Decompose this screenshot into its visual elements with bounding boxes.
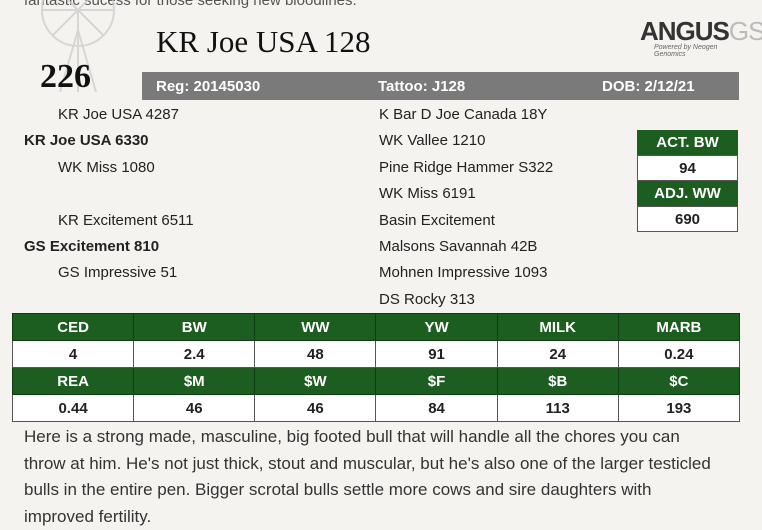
windmill-icon — [41, 0, 115, 92]
pedigree-right-3: Pine Ridge Hammer S322 — [379, 159, 554, 176]
epd-value-row-1: 4 2.4 48 91 24 0.24 — [11, 340, 741, 368]
epd-value: 84 — [375, 394, 498, 422]
pedigree-dam-dam: GS Impressive 51 — [58, 264, 178, 281]
pedigree-sire-sire: KR Joe USA 4287 — [58, 106, 179, 123]
date-of-birth: DOB: 2/12/21 — [602, 78, 695, 95]
logo-brand-main: ANGUS — [640, 16, 730, 46]
epd-header: YW — [375, 313, 498, 341]
epd-header: $F — [375, 367, 498, 395]
epd-value: 46 — [254, 394, 377, 422]
angus-gs-logo: ANGUSGS Powered by Neogen Genomics — [640, 16, 762, 66]
epd-value: 113 — [496, 394, 619, 422]
pedigree-sire-dam: WK Miss 1080 — [58, 159, 155, 176]
tattoo: Tattoo: J128 — [378, 78, 466, 95]
pedigree-right-5: Basin Excitement — [379, 212, 495, 229]
pedigree-right-7: Mohnen Impressive 1093 — [379, 264, 548, 281]
epd-header-row-1: CED BW WW YW MILK MARB — [11, 313, 741, 341]
epd-value: 46 — [133, 394, 256, 422]
epd-header: REA — [11, 367, 135, 395]
pedigree-right-6: Malsons Savannah 42B — [379, 238, 538, 255]
epd-header: $C — [617, 367, 741, 395]
pedigree-dam: GS Excitement 810 — [24, 238, 160, 255]
pedigree-right-8: DS Rocky 313 — [379, 291, 475, 308]
lot-number: 226 — [40, 58, 91, 95]
pedigree-sire: KR Joe USA 6330 — [24, 132, 149, 149]
logo-tagline: Powered by Neogen Genomics — [654, 44, 718, 58]
adj-ww-label: ADJ. WW — [637, 181, 738, 206]
epd-value: 48 — [254, 340, 377, 368]
pedigree-right-4: WK Miss 6191 — [379, 185, 476, 202]
epd-header: MARB — [617, 313, 741, 341]
adj-ww-value: 690 — [637, 206, 738, 232]
bull-name: KR Joe USA 128 — [156, 24, 371, 59]
act-bw-label: ACT. BW — [637, 130, 738, 155]
epd-header: $B — [496, 367, 619, 395]
epd-header: $W — [254, 367, 377, 395]
logo-brand-suffix: GS — [728, 16, 762, 46]
pedigree-right-2: WK Vallee 1210 — [379, 132, 486, 149]
epd-value: 24 — [496, 340, 619, 368]
epd-value: 0.24 — [617, 340, 741, 368]
pedigree-dam-sire: KR Excitement 6511 — [58, 212, 194, 229]
pedigree-right-1: K Bar D Joe Canada 18Y — [379, 106, 548, 123]
act-bw-value: 94 — [637, 155, 738, 181]
epd-header-row-2: REA $M $W $F $B $C — [11, 367, 741, 395]
header-fragment: fantastic sucess for those seeking new b… — [24, 0, 357, 9]
epd-header: MILK — [496, 313, 619, 341]
epd-value: 193 — [617, 394, 741, 422]
epd-value: 2.4 — [133, 340, 256, 368]
bull-description: Here is a strong made, masculine, big fo… — [24, 427, 711, 526]
epd-header: $M — [133, 367, 256, 395]
epd-header: CED — [11, 313, 135, 341]
epd-value: 0.44 — [11, 394, 135, 422]
epd-value: 4 — [11, 340, 135, 368]
epd-header: BW — [133, 313, 256, 341]
epd-header: WW — [254, 313, 377, 341]
info-bar: Reg: 20145030 Tattoo: J128 DOB: 2/12/21 — [142, 72, 739, 100]
epd-value-row-2: 0.44 46 46 84 113 193 — [11, 394, 741, 422]
epd-value: 91 — [375, 340, 498, 368]
registration-number: Reg: 20145030 — [156, 78, 261, 95]
epd-table: CED BW WW YW MILK MARB 4 2.4 48 91 24 0.… — [11, 313, 741, 422]
